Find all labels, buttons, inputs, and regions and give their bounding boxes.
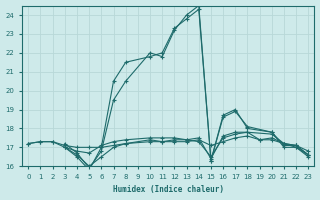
X-axis label: Humidex (Indice chaleur): Humidex (Indice chaleur): [113, 185, 224, 194]
